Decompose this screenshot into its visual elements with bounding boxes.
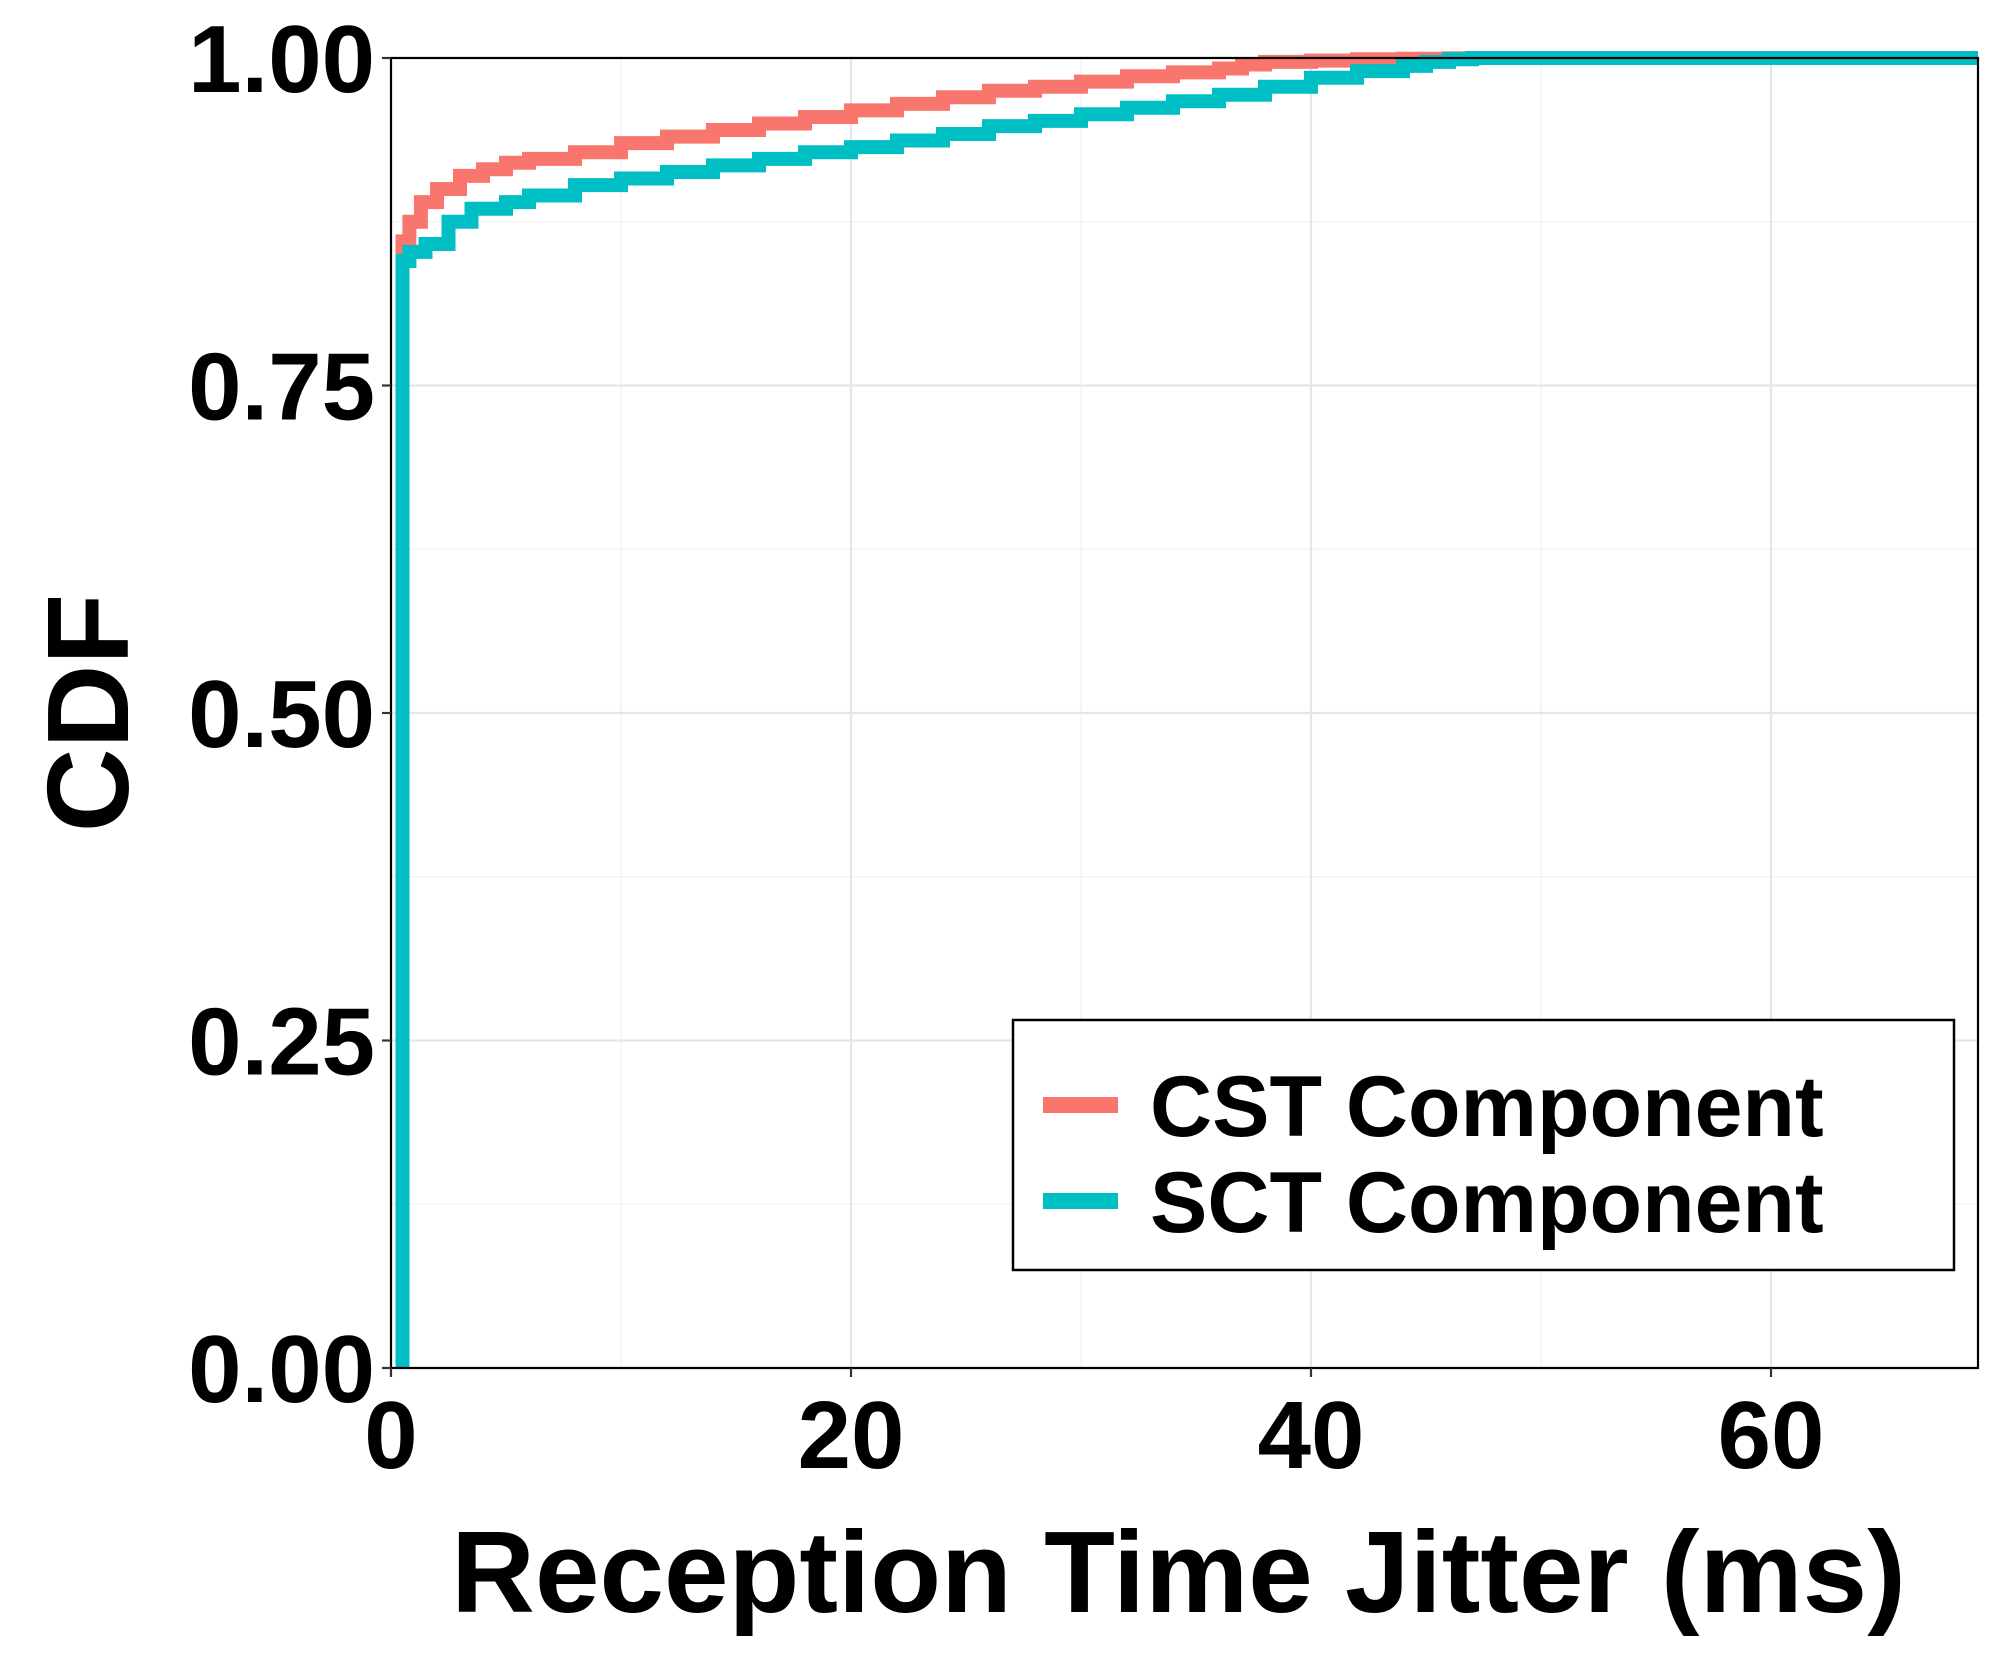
- y-tick-label: 0.25: [188, 989, 375, 1096]
- legend-label-sct: SCT Component: [1150, 1155, 1824, 1251]
- legend: CST Component SCT Component: [1011, 1018, 1956, 1272]
- legend-box: [1011, 1018, 1956, 1272]
- y-axis-title: CDF: [23, 594, 153, 832]
- series-lines: [395, 51, 1978, 1368]
- x-tick-label: 0: [364, 1382, 417, 1489]
- x-axis-ticks: 0 20 40 60: [364, 1368, 1824, 1489]
- y-tick-label: 0.75: [188, 334, 375, 441]
- x-tick-label: 40: [1258, 1382, 1365, 1489]
- y-tick-label: 0.50: [188, 661, 375, 768]
- y-axis-ticks: 0.00 0.25 0.50 0.75 1.00: [188, 6, 391, 1423]
- y-tick-label: 0.00: [188, 1316, 375, 1423]
- legend-label-cst: CST Component: [1150, 1059, 1824, 1155]
- y-tick-label: 1.00: [188, 6, 375, 113]
- series-line-cst-component: [395, 51, 1978, 1368]
- series-line-sct-component: [395, 51, 1978, 1368]
- x-tick-label: 20: [798, 1382, 905, 1489]
- x-axis-title: Reception Time Jitter (ms): [451, 1507, 1906, 1637]
- x-tick-label: 60: [1718, 1382, 1825, 1489]
